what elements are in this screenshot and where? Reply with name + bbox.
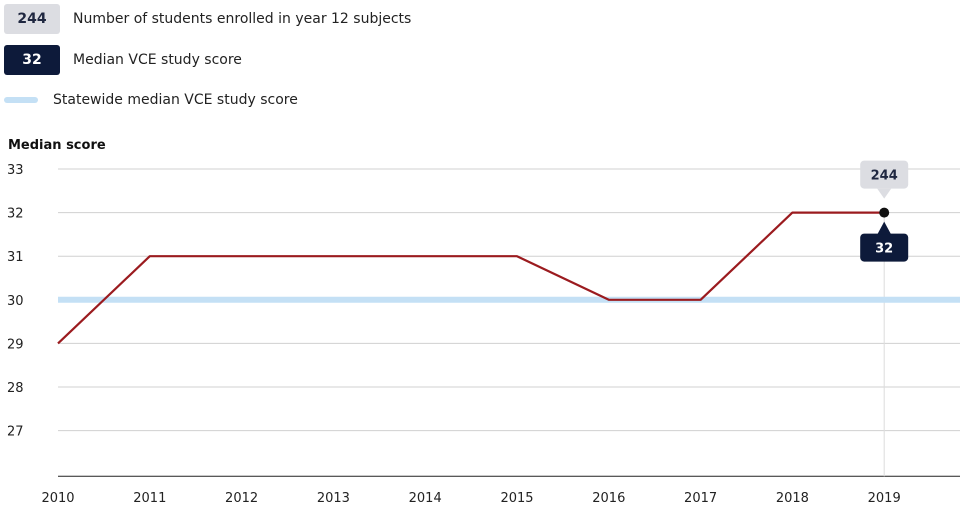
tooltip-median-box bbox=[860, 233, 909, 262]
statewide-legend-swatch bbox=[4, 97, 38, 103]
median-badge: 32 bbox=[4, 45, 60, 75]
tooltip-enrolled-value: 244 bbox=[871, 169, 898, 184]
y-axis-label: Median score bbox=[8, 138, 106, 153]
x-tick-label: 2018 bbox=[776, 491, 809, 506]
legend-median: 32 Median VCE study score bbox=[4, 45, 242, 75]
median-score-line bbox=[57, 211, 885, 345]
x-tick-label: 2016 bbox=[592, 491, 625, 506]
y-tick-label: 27 bbox=[7, 425, 24, 440]
x-tick-label: 2010 bbox=[41, 491, 74, 506]
y-tick-label: 32 bbox=[7, 207, 24, 222]
series-layer bbox=[57, 207, 960, 345]
point-tooltip: 244 32 bbox=[860, 160, 909, 262]
y-tick-label: 33 bbox=[7, 163, 24, 178]
highlighted-point bbox=[879, 207, 890, 218]
x-tick-labels: 2010 2011 2012 2013 2014 2015 2016 2017 2018 2019 bbox=[41, 491, 900, 506]
x-tick-label: 2012 bbox=[225, 491, 258, 506]
y-tick-label: 29 bbox=[7, 337, 24, 352]
y-tick-label: 31 bbox=[7, 250, 24, 265]
y-tick-label: 30 bbox=[7, 294, 24, 309]
grid-lines bbox=[58, 168, 960, 477]
x-tick-label: 2015 bbox=[500, 491, 533, 506]
x-tick-label: 2013 bbox=[317, 491, 350, 506]
tooltip-median-arrow bbox=[877, 221, 892, 235]
tooltip-median-value: 32 bbox=[875, 242, 893, 257]
x-tick-label: 2014 bbox=[409, 491, 442, 506]
x-tick-label: 2017 bbox=[684, 491, 717, 506]
y-tick-labels: 27 28 29 30 31 32 33 bbox=[7, 163, 24, 440]
x-tick-label: 2011 bbox=[133, 491, 166, 506]
y-tick-label: 28 bbox=[7, 381, 24, 396]
median-legend-label: Median VCE study score bbox=[73, 52, 242, 68]
statewide-legend-label: Statewide median VCE study score bbox=[53, 92, 298, 108]
enrolled-badge: 244 bbox=[4, 4, 60, 34]
enrolled-legend-label: Number of students enrolled in year 12 s… bbox=[73, 11, 412, 27]
tooltip-enrolled-arrow bbox=[877, 188, 892, 199]
legend-statewide: Statewide median VCE study score bbox=[4, 92, 298, 108]
tooltip-enrolled-box bbox=[860, 160, 909, 189]
x-tick-label: 2019 bbox=[868, 491, 901, 506]
legend-enrolled: 244 Number of students enrolled in year … bbox=[4, 4, 411, 34]
